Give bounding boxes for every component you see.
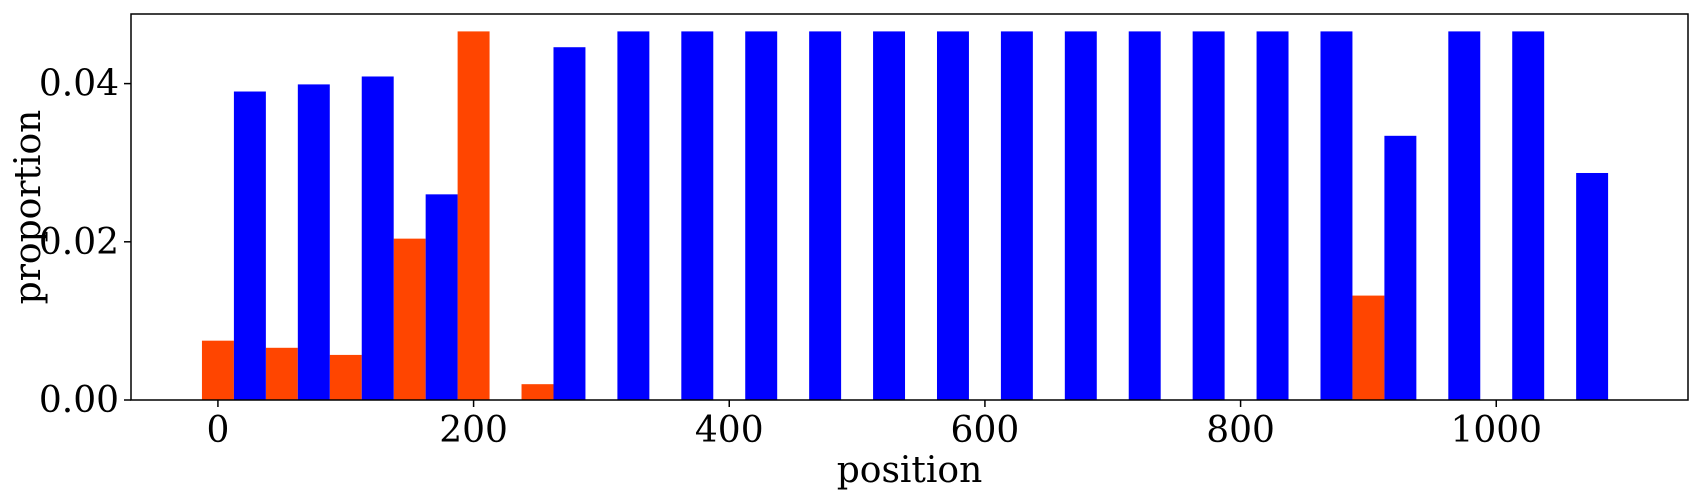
bar-series1-0 (233, 91, 266, 401)
x-tick-label: 0 (206, 410, 229, 451)
bar-series1-11 (1000, 31, 1033, 400)
bar-series1-12 (1064, 31, 1097, 400)
x-tick-label: 400 (695, 410, 764, 451)
bar-series1-6 (681, 31, 714, 400)
bar-series1-20 (1576, 172, 1609, 400)
x-tick-label: 800 (1206, 410, 1275, 451)
bar-series1-1 (297, 84, 330, 401)
bar-series1-4 (553, 47, 586, 400)
bar-series0-1 (265, 347, 298, 400)
bar-series1-16 (1320, 31, 1353, 400)
bar-series1-13 (1128, 31, 1161, 400)
bar-series0-3 (393, 238, 426, 400)
y-tick-label: 0.00 (39, 380, 119, 421)
y-axis-label: proportion (8, 110, 49, 305)
bar-series1-10 (936, 31, 969, 400)
bar-series1-3 (425, 194, 458, 400)
x-tick-label: 1000 (1450, 410, 1542, 451)
x-axis: 0 200 400 600 800 1000 (206, 400, 1542, 451)
bar-series1-18 (1448, 31, 1481, 400)
bar-series0-5 (521, 384, 554, 400)
x-tick-label: 200 (439, 410, 508, 451)
bar-series1-8 (809, 31, 842, 400)
y-tick-label: 0.04 (39, 64, 119, 105)
bar-series0-4 (457, 31, 490, 400)
bar-series1-5 (617, 31, 650, 400)
bar-series1-15 (1256, 31, 1289, 400)
bar-series1-7 (745, 31, 778, 400)
bar-series1-9 (873, 31, 906, 400)
y-tick-label: 0.02 (39, 222, 119, 263)
y-axis: 0.00 0.02 0.04 (39, 64, 131, 421)
x-axis-label: position (837, 450, 983, 491)
bar-series0-0 (201, 340, 234, 400)
bar-series0-6 (1352, 295, 1385, 400)
bars-layer (201, 31, 1609, 401)
x-tick-label: 600 (951, 410, 1020, 451)
plot-frame (130, 13, 1689, 401)
bar-series1-14 (1192, 31, 1225, 400)
bar-series1-17 (1384, 135, 1417, 401)
bar-series1-19 (1512, 31, 1545, 400)
bar-series0-2 (329, 354, 362, 400)
bar-series1-2 (361, 76, 394, 400)
